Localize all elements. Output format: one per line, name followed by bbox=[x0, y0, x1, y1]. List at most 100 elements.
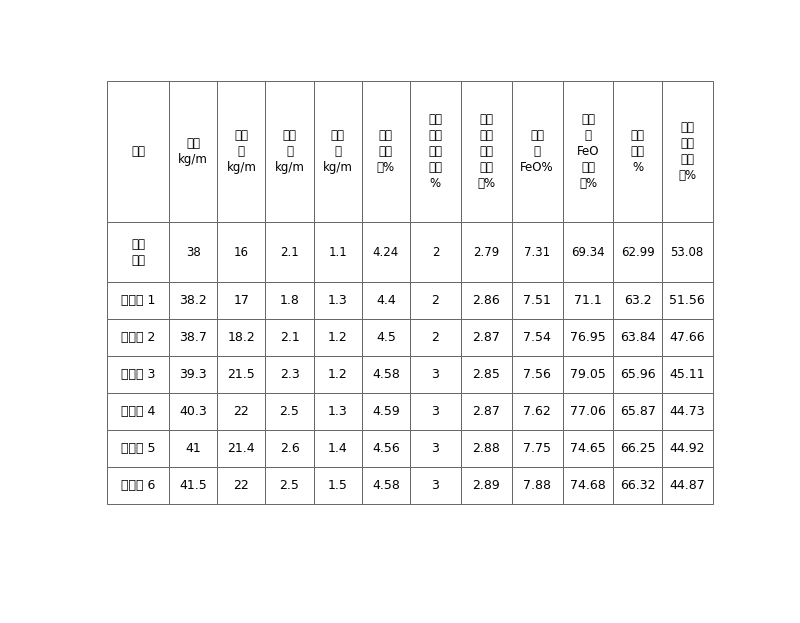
Text: 2: 2 bbox=[431, 331, 439, 344]
Bar bbox=[562, 467, 614, 503]
Text: 41.5: 41.5 bbox=[179, 478, 207, 492]
Text: 1.4: 1.4 bbox=[328, 442, 347, 455]
Bar bbox=[461, 430, 512, 467]
Bar bbox=[410, 430, 461, 467]
Text: 2.3: 2.3 bbox=[280, 368, 299, 381]
Text: 1.3: 1.3 bbox=[328, 294, 347, 307]
Text: 2.1: 2.1 bbox=[280, 331, 299, 344]
Bar bbox=[218, 319, 266, 356]
Text: 2.89: 2.89 bbox=[473, 478, 500, 492]
Bar bbox=[218, 356, 266, 393]
Bar bbox=[218, 282, 266, 319]
Text: 51.56: 51.56 bbox=[670, 294, 705, 307]
Text: 项目: 项目 bbox=[131, 145, 146, 158]
Text: 3: 3 bbox=[431, 368, 439, 381]
Text: 44.92: 44.92 bbox=[670, 442, 705, 455]
Text: 7.56: 7.56 bbox=[523, 368, 551, 381]
Bar bbox=[266, 467, 314, 503]
Text: 2.5: 2.5 bbox=[279, 478, 299, 492]
Text: 63.84: 63.84 bbox=[620, 331, 655, 344]
Text: 79.05: 79.05 bbox=[570, 368, 606, 381]
Text: 18.2: 18.2 bbox=[227, 331, 255, 344]
Text: 1.8: 1.8 bbox=[279, 294, 299, 307]
Bar bbox=[362, 319, 410, 356]
Text: 实施例 2: 实施例 2 bbox=[121, 331, 155, 344]
Text: 21.4: 21.4 bbox=[227, 442, 255, 455]
Text: 4.24: 4.24 bbox=[373, 245, 399, 259]
Bar bbox=[410, 319, 461, 356]
Text: 2.86: 2.86 bbox=[473, 294, 500, 307]
Bar bbox=[266, 393, 314, 430]
Text: 2.5: 2.5 bbox=[279, 405, 299, 418]
Text: 17: 17 bbox=[234, 294, 250, 307]
Bar bbox=[169, 282, 218, 319]
Bar bbox=[512, 80, 562, 222]
Text: 2.87: 2.87 bbox=[472, 331, 500, 344]
Bar bbox=[662, 282, 713, 319]
Text: 45.11: 45.11 bbox=[670, 368, 705, 381]
Bar bbox=[107, 282, 169, 319]
Bar bbox=[614, 80, 662, 222]
Text: 2.6: 2.6 bbox=[280, 442, 299, 455]
Bar bbox=[512, 356, 562, 393]
Bar bbox=[107, 319, 169, 356]
Text: 1.2: 1.2 bbox=[328, 331, 347, 344]
Text: 高炉
炉尘
灰湿
配比
%: 高炉 炉尘 灰湿 配比 % bbox=[429, 113, 442, 190]
Text: 转鼓
强度
%: 转鼓 强度 % bbox=[630, 129, 645, 174]
Text: 3: 3 bbox=[431, 478, 439, 492]
Text: 7.54: 7.54 bbox=[523, 331, 551, 344]
Text: 对比
示例: 对比 示例 bbox=[131, 237, 146, 267]
Text: 烧结
矿
FeO
稳定
率%: 烧结 矿 FeO 稳定 率% bbox=[577, 113, 599, 190]
Bar bbox=[461, 356, 512, 393]
Bar bbox=[107, 393, 169, 430]
Text: 38.7: 38.7 bbox=[179, 331, 207, 344]
Bar bbox=[614, 393, 662, 430]
Text: 63.2: 63.2 bbox=[624, 294, 651, 307]
Bar bbox=[169, 467, 218, 503]
Text: 实施例 1: 实施例 1 bbox=[121, 294, 155, 307]
Text: 71.1: 71.1 bbox=[574, 294, 602, 307]
Text: 44.87: 44.87 bbox=[670, 478, 705, 492]
Text: 除尘
灰
kg/m: 除尘 灰 kg/m bbox=[322, 129, 353, 174]
Bar bbox=[410, 80, 461, 222]
Bar bbox=[218, 222, 266, 282]
Bar bbox=[362, 282, 410, 319]
Bar bbox=[218, 393, 266, 430]
Bar bbox=[410, 467, 461, 503]
Bar bbox=[662, 80, 713, 222]
Text: 1.5: 1.5 bbox=[328, 478, 348, 492]
Text: 66.25: 66.25 bbox=[620, 442, 655, 455]
Text: 66.32: 66.32 bbox=[620, 478, 655, 492]
Bar bbox=[662, 356, 713, 393]
Text: 7.75: 7.75 bbox=[523, 442, 551, 455]
Bar bbox=[662, 319, 713, 356]
Bar bbox=[314, 467, 362, 503]
Bar bbox=[266, 222, 314, 282]
Text: 实施例 4: 实施例 4 bbox=[121, 405, 155, 418]
Text: 3: 3 bbox=[431, 442, 439, 455]
Bar bbox=[169, 319, 218, 356]
Text: 16: 16 bbox=[234, 245, 249, 259]
Text: 62.99: 62.99 bbox=[621, 245, 654, 259]
Bar bbox=[512, 222, 562, 282]
Text: 2.87: 2.87 bbox=[472, 405, 500, 418]
Text: 38.2: 38.2 bbox=[179, 294, 207, 307]
Text: 2.88: 2.88 bbox=[472, 442, 500, 455]
Text: 4.59: 4.59 bbox=[372, 405, 400, 418]
Bar bbox=[461, 319, 512, 356]
Bar bbox=[362, 430, 410, 467]
Text: 4.4: 4.4 bbox=[376, 294, 396, 307]
Bar bbox=[314, 319, 362, 356]
Bar bbox=[107, 80, 169, 222]
Bar bbox=[362, 356, 410, 393]
Bar bbox=[562, 430, 614, 467]
Bar bbox=[512, 430, 562, 467]
Bar bbox=[169, 80, 218, 222]
Text: 焦粉
湿配
比%: 焦粉 湿配 比% bbox=[377, 129, 395, 174]
Bar bbox=[169, 222, 218, 282]
Bar bbox=[410, 222, 461, 282]
Bar bbox=[314, 356, 362, 393]
Text: 烧结
矿固
体燃
耗%: 烧结 矿固 体燃 耗% bbox=[678, 121, 696, 182]
Text: 65.96: 65.96 bbox=[620, 368, 655, 381]
Bar bbox=[614, 319, 662, 356]
